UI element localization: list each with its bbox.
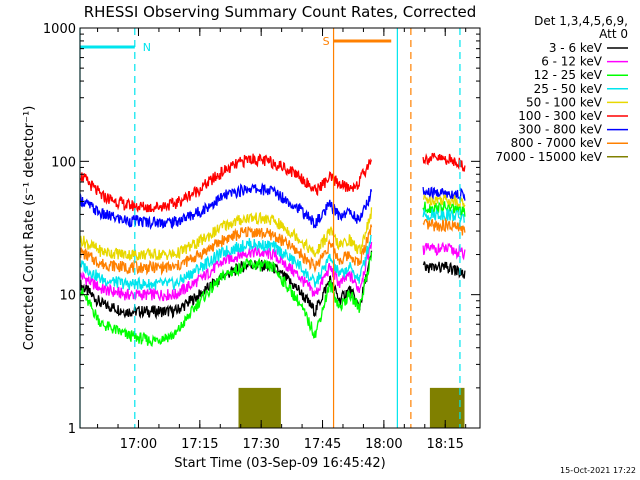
legend-label-800-7000-kev: 800 - 7000 keV: [511, 136, 603, 150]
y-tick-label-1: 10: [59, 289, 76, 304]
series-6-12-kev-segment-1: [79, 241, 373, 302]
series-100-300-kev-segment-2: [422, 152, 466, 172]
series-800-7000-kev-segment-1: [79, 224, 373, 276]
legend-label-6-12-kev: 6 - 12 keV: [541, 55, 603, 69]
series-25-50-kev-segment-1: [79, 234, 373, 291]
chart-title: RHESSI Observing Summary Count Rates, Co…: [84, 3, 477, 21]
series-300-800-kev-segment-2: [422, 186, 466, 201]
series-100-300-kev-segment-1: [79, 153, 373, 213]
series-7000-15000-kev-burst-2: [429, 387, 465, 428]
legend-label-3-6-kev: 3 - 6 keV: [549, 41, 603, 55]
series-25-50-kev-segment-2: [422, 208, 466, 223]
series-800-7000-kev-segment-2: [422, 217, 466, 236]
generation-timestamp: 15-Oct-2021 17:22: [560, 466, 636, 475]
series-3-6-kev-segment-2: [422, 261, 466, 279]
series-12-25-kev-segment-1: [79, 251, 373, 347]
plot-frame: [79, 27, 481, 429]
legend-header-line-1: Det 1,3,4,5,6,9,: [534, 14, 628, 28]
legend-label-300-800-kev: 300 - 800 keV: [518, 123, 602, 137]
legend-label-12-25-kev: 12 - 25 keV: [534, 68, 603, 82]
annotation-label-s: S: [323, 35, 330, 48]
series-50-100-kev-segment-2: [423, 193, 466, 209]
y-axis: 1 10 100 1000: [43, 22, 480, 437]
x-tick-label-3: 17:45: [304, 437, 341, 452]
x-axis-label: Start Time (03-Sep-09 16:45:42): [174, 456, 385, 471]
x-tick-label-5: 18:15: [426, 437, 463, 452]
series-7000-15000-kev-burst-1: [238, 387, 281, 428]
x-tick-label-0: 17:00: [120, 437, 157, 452]
y-tick-label-3: 1000: [43, 22, 76, 37]
legend-label-25-50-kev: 25 - 50 keV: [534, 82, 603, 96]
y-tick-label-2: 100: [51, 155, 76, 170]
annotation-label-n: N: [143, 41, 151, 54]
legend-label-7000-15000-kev: 7000 - 15000 keV: [495, 150, 602, 164]
legend-header-line-2: Att 0: [599, 27, 628, 41]
series-12-25-kev-segment-2: [422, 200, 466, 219]
x-axis: 17:00 17:15 17:30 17:45 18:00 18:15: [97, 28, 467, 452]
x-tick-label-1: 17:15: [181, 437, 218, 452]
legend-label-50-100-kev: 50 - 100 keV: [526, 95, 603, 109]
series-6-12-kev-segment-2: [422, 241, 466, 261]
series-300-800-kev-segment-1: [79, 182, 373, 231]
x-tick-label-2: 17:30: [242, 437, 279, 452]
legend-label-100-300-kev: 100 - 300 keV: [518, 109, 602, 123]
y-axis-label: Corrected Count Rate (s⁻¹ detector⁻¹): [22, 106, 37, 351]
y-tick-label-0: 1: [68, 422, 76, 437]
x-tick-label-4: 18:00: [365, 437, 402, 452]
series-50-100-kev-segment-1: [79, 207, 373, 262]
